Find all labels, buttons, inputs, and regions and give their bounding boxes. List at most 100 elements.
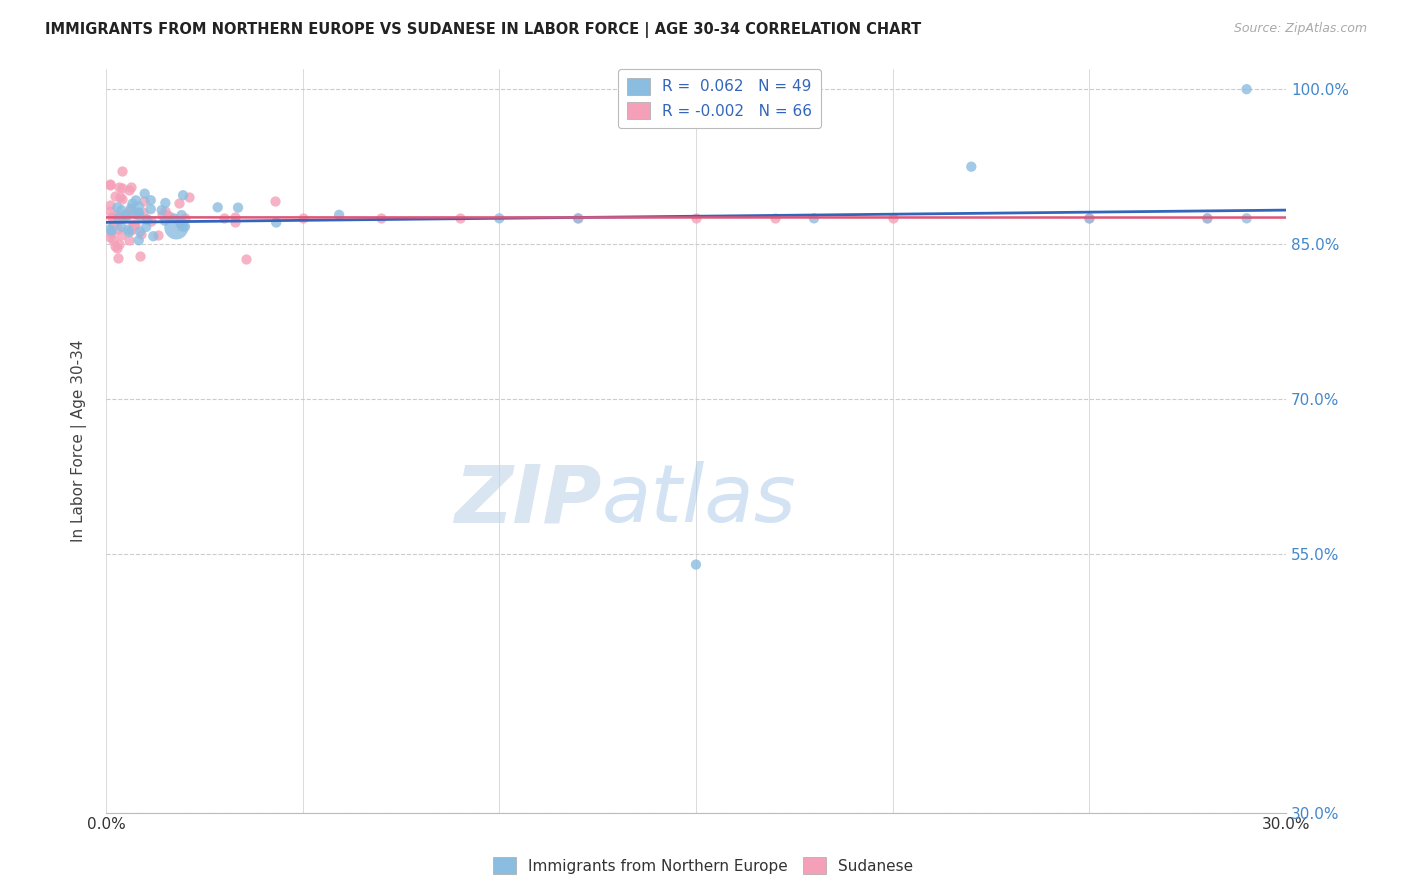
Point — [150, 208, 173, 222]
Point — [170, 215, 193, 229]
Point — [139, 202, 162, 216]
Point — [763, 211, 786, 226]
Point — [207, 200, 229, 214]
Point — [224, 210, 246, 224]
Point — [1236, 211, 1258, 226]
Point — [128, 206, 150, 220]
Point — [139, 193, 162, 207]
Point — [124, 218, 146, 232]
Text: ZIP: ZIP — [454, 461, 602, 539]
Text: Source: ZipAtlas.com: Source: ZipAtlas.com — [1233, 22, 1367, 36]
Point — [141, 214, 163, 228]
Text: atlas: atlas — [602, 461, 796, 539]
Point — [174, 219, 197, 234]
Point — [98, 204, 121, 219]
Point — [129, 250, 152, 264]
Point — [108, 210, 131, 224]
Point — [105, 200, 128, 214]
Point — [153, 213, 176, 227]
Point — [803, 211, 825, 226]
Point — [882, 211, 904, 226]
Point — [117, 204, 139, 219]
Point — [125, 194, 148, 208]
Point — [235, 252, 257, 266]
Point — [136, 212, 159, 227]
Point — [129, 225, 152, 239]
Point — [111, 164, 134, 178]
Point — [142, 229, 165, 244]
Point — [100, 197, 122, 211]
Point — [150, 203, 173, 218]
Point — [118, 225, 141, 239]
Point — [291, 211, 314, 226]
Point — [118, 183, 141, 197]
Point — [107, 222, 129, 236]
Point — [122, 217, 145, 231]
Point — [124, 207, 146, 221]
Point — [212, 211, 235, 226]
Point — [121, 203, 143, 218]
Point — [98, 177, 121, 191]
Point — [104, 189, 127, 203]
Point — [169, 216, 191, 230]
Point — [110, 219, 132, 234]
Point — [132, 204, 155, 219]
Point — [108, 190, 131, 204]
Point — [165, 220, 187, 235]
Point — [107, 241, 129, 255]
Point — [1236, 82, 1258, 96]
Point — [107, 251, 129, 265]
Point — [135, 219, 157, 234]
Point — [1078, 211, 1101, 226]
Point — [100, 211, 122, 226]
Point — [100, 224, 122, 238]
Point — [120, 202, 142, 216]
Point — [488, 211, 510, 226]
Text: IMMIGRANTS FROM NORTHERN EUROPE VS SUDANESE IN LABOR FORCE | AGE 30-34 CORRELATI: IMMIGRANTS FROM NORTHERN EUROPE VS SUDAN… — [45, 22, 921, 38]
Point — [567, 211, 589, 226]
Point — [121, 196, 143, 211]
Point — [108, 237, 131, 252]
Y-axis label: In Labor Force | Age 30-34: In Labor Force | Age 30-34 — [72, 339, 87, 541]
Point — [1197, 211, 1219, 226]
Point — [136, 211, 159, 226]
Point — [115, 209, 138, 223]
Point — [567, 211, 589, 226]
Point — [98, 222, 121, 236]
Point — [105, 214, 128, 228]
Point — [264, 194, 287, 208]
Point — [177, 190, 200, 204]
Point — [156, 208, 179, 222]
Point — [111, 192, 134, 206]
Point — [110, 202, 132, 217]
Point — [115, 211, 138, 225]
Point — [128, 209, 150, 223]
Point — [170, 208, 193, 222]
Point — [120, 180, 142, 194]
Point — [120, 201, 142, 215]
Point — [103, 218, 125, 232]
Point — [134, 186, 156, 201]
Point — [172, 188, 194, 202]
Point — [110, 227, 132, 242]
Point — [128, 199, 150, 213]
Point — [118, 233, 141, 247]
Point — [105, 208, 128, 222]
Point — [117, 223, 139, 237]
Point — [163, 211, 186, 226]
Point — [120, 222, 142, 236]
Point — [111, 181, 134, 195]
Point — [264, 215, 287, 229]
Point — [153, 203, 176, 218]
Point — [107, 211, 129, 225]
Legend: R =  0.062   N = 49, R = -0.002   N = 66: R = 0.062 N = 49, R = -0.002 N = 66 — [617, 69, 821, 128]
Point — [98, 178, 121, 192]
Point — [224, 215, 246, 229]
Point — [98, 230, 121, 244]
Point — [170, 219, 193, 234]
Point — [114, 207, 136, 221]
Point — [124, 218, 146, 232]
Point — [1197, 211, 1219, 226]
Point — [134, 194, 156, 209]
Point — [129, 227, 152, 241]
